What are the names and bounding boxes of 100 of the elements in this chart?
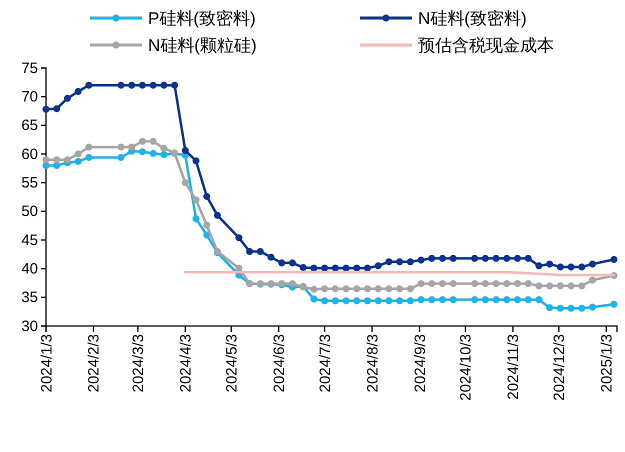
point bbox=[150, 138, 157, 145]
legend-label: 预估含税现金成本 bbox=[418, 36, 554, 55]
point bbox=[589, 260, 596, 268]
point bbox=[42, 162, 50, 169]
legend-label: N硅料(颗粒硅) bbox=[148, 36, 257, 55]
point bbox=[471, 296, 478, 304]
point bbox=[128, 144, 136, 151]
point bbox=[321, 285, 328, 292]
point bbox=[438, 280, 446, 288]
point bbox=[450, 280, 457, 288]
point bbox=[406, 297, 414, 304]
point bbox=[514, 296, 521, 304]
point bbox=[428, 296, 436, 304]
point bbox=[342, 285, 350, 292]
point bbox=[374, 262, 382, 270]
point bbox=[589, 276, 596, 284]
point bbox=[471, 280, 478, 288]
point bbox=[568, 263, 575, 270]
y-tick-label: 70 bbox=[21, 88, 38, 106]
point bbox=[64, 94, 71, 102]
x-tick-label: 2025/1/3 bbox=[598, 334, 616, 392]
point bbox=[503, 280, 510, 288]
point bbox=[182, 147, 189, 154]
point bbox=[546, 260, 554, 268]
point bbox=[64, 156, 71, 164]
point bbox=[74, 158, 82, 165]
point bbox=[53, 162, 60, 169]
point bbox=[300, 264, 307, 272]
point bbox=[53, 156, 60, 164]
y-tick-label: 55 bbox=[21, 174, 38, 192]
point bbox=[524, 296, 532, 304]
point bbox=[118, 82, 125, 89]
point bbox=[246, 248, 254, 255]
point bbox=[182, 179, 189, 186]
point bbox=[374, 297, 382, 304]
point bbox=[118, 144, 125, 151]
point bbox=[535, 282, 542, 290]
point bbox=[482, 296, 489, 304]
y-tick-label: 30 bbox=[21, 318, 38, 335]
x-tick-label: 2024/7/3 bbox=[316, 334, 334, 392]
x-tick-label: 2024/8/3 bbox=[364, 334, 382, 392]
point bbox=[138, 138, 146, 145]
point bbox=[364, 285, 371, 292]
point bbox=[406, 285, 414, 292]
point bbox=[332, 285, 339, 292]
point bbox=[256, 248, 264, 255]
y-tick-label: 50 bbox=[21, 203, 38, 220]
point bbox=[364, 264, 371, 272]
y-tick-label: 60 bbox=[21, 146, 38, 163]
point bbox=[192, 157, 200, 164]
point bbox=[578, 304, 586, 312]
point bbox=[288, 280, 296, 288]
point bbox=[418, 296, 425, 304]
point bbox=[288, 259, 296, 266]
point bbox=[428, 254, 436, 262]
x-tick-label: 2024/5/3 bbox=[223, 334, 240, 392]
x-tick-label: 2024/9/3 bbox=[412, 334, 429, 392]
point bbox=[428, 280, 436, 288]
point bbox=[450, 254, 457, 262]
point bbox=[503, 296, 510, 304]
point bbox=[503, 254, 510, 262]
point bbox=[74, 88, 82, 96]
point bbox=[535, 296, 542, 304]
point bbox=[138, 148, 146, 156]
point bbox=[546, 304, 554, 312]
point bbox=[310, 286, 318, 293]
point bbox=[385, 285, 392, 292]
point bbox=[438, 254, 446, 262]
point bbox=[278, 259, 286, 266]
point bbox=[406, 258, 414, 266]
x-tick-label: 2024/11/3 bbox=[505, 334, 522, 400]
x-tick-label: 2024/3/3 bbox=[130, 334, 148, 392]
point bbox=[203, 192, 210, 200]
y-tick-label: 65 bbox=[21, 117, 38, 134]
point bbox=[524, 280, 532, 288]
point bbox=[385, 258, 392, 266]
point bbox=[482, 254, 489, 262]
point bbox=[568, 282, 575, 290]
point bbox=[450, 296, 457, 304]
y-tick-label: 75 bbox=[21, 60, 38, 77]
point bbox=[374, 285, 382, 292]
point bbox=[353, 285, 360, 292]
point bbox=[578, 282, 586, 290]
point bbox=[556, 304, 564, 312]
point bbox=[171, 82, 178, 89]
point bbox=[418, 280, 425, 288]
point bbox=[85, 154, 92, 161]
point bbox=[396, 258, 404, 266]
point bbox=[514, 280, 521, 288]
point bbox=[438, 296, 446, 304]
point bbox=[42, 106, 50, 113]
point bbox=[556, 263, 564, 270]
point bbox=[128, 82, 136, 89]
point bbox=[192, 215, 200, 222]
point bbox=[235, 264, 242, 272]
point bbox=[138, 82, 146, 89]
point bbox=[160, 82, 168, 89]
point bbox=[418, 256, 425, 264]
point bbox=[268, 254, 275, 261]
point bbox=[568, 304, 575, 312]
